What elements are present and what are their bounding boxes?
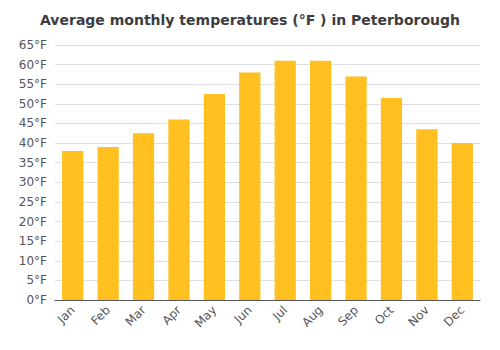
svg-text:Sep: Sep — [335, 303, 361, 329]
svg-text:30°F: 30°F — [19, 175, 47, 189]
svg-text:20°F: 20°F — [19, 215, 47, 229]
svg-text:45°F: 45°F — [19, 116, 47, 130]
svg-text:Mar: Mar — [123, 303, 149, 329]
svg-text:Jun: Jun — [231, 303, 255, 327]
svg-text:Nov: Nov — [405, 303, 431, 329]
svg-text:0°F: 0°F — [26, 293, 47, 307]
svg-text:Jul: Jul — [269, 303, 290, 324]
svg-text:Jan: Jan — [54, 303, 78, 327]
svg-text:25°F: 25°F — [19, 195, 47, 209]
svg-text:50°F: 50°F — [19, 97, 47, 111]
svg-text:60°F: 60°F — [19, 58, 47, 72]
svg-text:10°F: 10°F — [19, 254, 47, 268]
svg-text:5°F: 5°F — [26, 273, 47, 287]
svg-text:Feb: Feb — [88, 303, 113, 328]
svg-text:Oct: Oct — [372, 303, 397, 328]
svg-text:65°F: 65°F — [19, 38, 47, 52]
svg-text:Dec: Dec — [441, 303, 467, 329]
svg-text:55°F: 55°F — [19, 77, 47, 91]
svg-text:40°F: 40°F — [19, 136, 47, 150]
svg-text:Apr: Apr — [159, 303, 184, 328]
svg-text:35°F: 35°F — [19, 156, 47, 170]
svg-text:Aug: Aug — [299, 303, 325, 329]
svg-text:15°F: 15°F — [19, 234, 47, 248]
svg-text:May: May — [192, 303, 219, 330]
svg-text:Average monthly temperatures (: Average monthly temperatures (°F ) in Pe… — [40, 12, 460, 28]
